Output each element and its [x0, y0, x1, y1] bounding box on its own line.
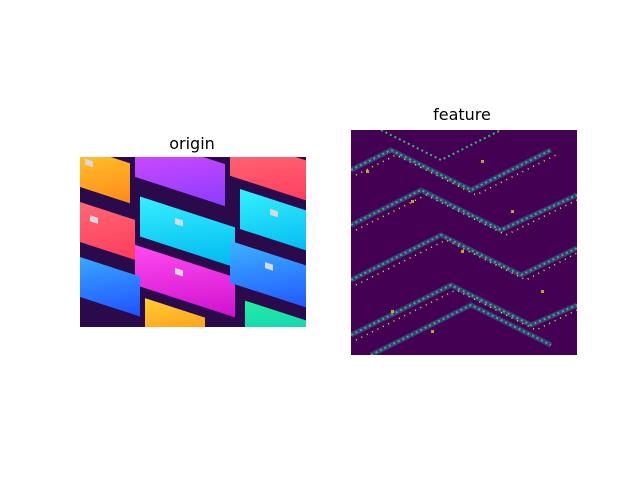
origin-image [80, 157, 306, 327]
feature-map-illustration [351, 130, 577, 355]
feature-title: feature [433, 105, 491, 124]
credit-cards-illustration [80, 157, 306, 327]
feature-image [351, 130, 577, 355]
origin-title: origin [169, 134, 215, 153]
